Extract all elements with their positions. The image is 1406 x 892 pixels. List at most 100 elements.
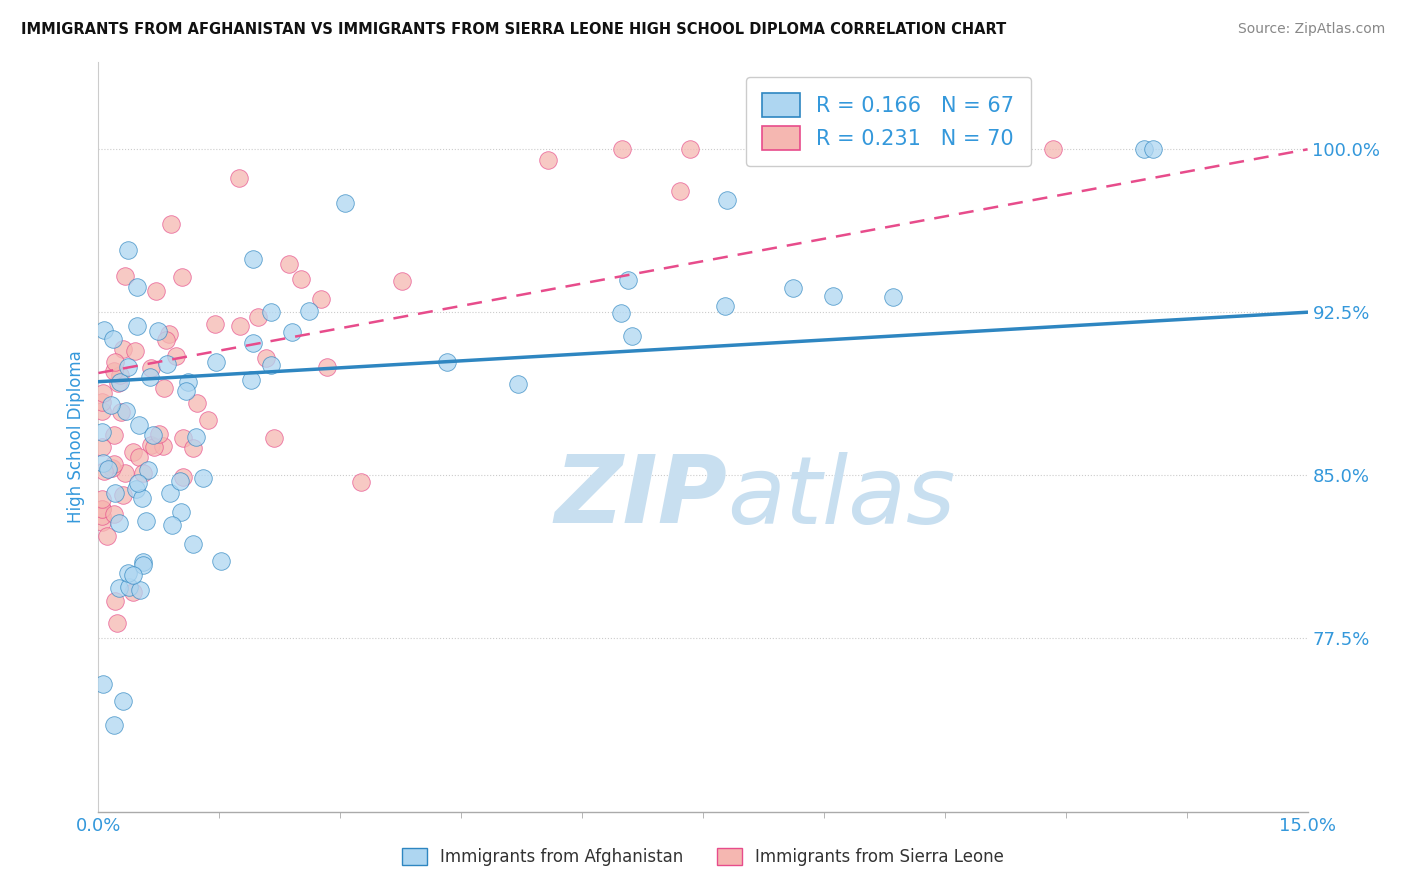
Point [436, 355, 458, 369]
Point [174, 384, 197, 398]
Point [136, 463, 159, 477]
Point [1042, 142, 1064, 156]
Point [118, 580, 141, 594]
Point [108, 516, 131, 530]
Point [612, 142, 634, 156]
Point [91, 425, 114, 439]
Point [240, 373, 263, 387]
Point [537, 153, 560, 167]
Point [668, 184, 690, 198]
Point [160, 517, 183, 532]
Point [110, 405, 132, 419]
Point [297, 303, 319, 318]
Point [91, 395, 114, 409]
Point [100, 398, 122, 412]
Point [617, 272, 640, 286]
Point [91, 385, 114, 400]
Point [128, 450, 150, 464]
Text: atlas: atlas [727, 451, 956, 542]
Point [152, 439, 174, 453]
Point [124, 482, 146, 496]
Point [620, 329, 643, 343]
Point [1142, 142, 1164, 156]
Point [146, 324, 169, 338]
Point [135, 514, 157, 528]
Point [229, 318, 252, 333]
Point [156, 357, 179, 371]
Point [128, 417, 150, 432]
Point [131, 491, 153, 505]
Text: ZIP: ZIP [554, 451, 727, 543]
Point [260, 305, 283, 319]
Legend: Immigrants from Afghanistan, Immigrants from Sierra Leone: Immigrants from Afghanistan, Immigrants … [394, 840, 1012, 875]
Point [228, 171, 250, 186]
Point [141, 438, 163, 452]
Point [894, 142, 917, 156]
Point [204, 317, 226, 331]
Point [1132, 142, 1154, 156]
Point [290, 271, 312, 285]
Point [104, 355, 127, 369]
Point [127, 280, 149, 294]
Point [782, 280, 804, 294]
Point [105, 615, 128, 630]
Point [114, 467, 136, 481]
Text: Source: ZipAtlas.com: Source: ZipAtlas.com [1237, 22, 1385, 37]
Point [776, 142, 799, 156]
Point [333, 196, 356, 211]
Point [157, 326, 180, 341]
Point [391, 274, 413, 288]
Point [103, 364, 125, 378]
Point [103, 332, 125, 346]
Point [184, 430, 207, 444]
Point [716, 193, 738, 207]
Point [679, 142, 702, 156]
Point [172, 469, 194, 483]
Point [138, 369, 160, 384]
Point [122, 584, 145, 599]
Point [91, 508, 114, 523]
Point [114, 268, 136, 283]
Point [112, 342, 135, 356]
Point [117, 359, 139, 374]
Point [111, 488, 134, 502]
Point [204, 354, 226, 368]
Point [159, 217, 181, 231]
Point [350, 475, 373, 490]
Point [882, 290, 904, 304]
Point [143, 441, 166, 455]
Point [159, 486, 181, 500]
Point [506, 376, 529, 391]
Point [91, 677, 114, 691]
Point [110, 375, 132, 389]
Point [177, 376, 200, 390]
Point [915, 142, 938, 156]
Legend: R = 0.166   N = 67, R = 0.231   N = 70: R = 0.166 N = 67, R = 0.231 N = 70 [745, 77, 1031, 167]
Point [148, 427, 170, 442]
Point [127, 475, 149, 490]
Point [209, 554, 232, 568]
Point [193, 471, 215, 485]
Point [197, 413, 219, 427]
Point [132, 558, 155, 573]
Point [172, 431, 194, 445]
Point [103, 428, 125, 442]
Point [103, 718, 125, 732]
Point [169, 474, 191, 488]
Point [117, 566, 139, 580]
Point [821, 289, 844, 303]
Point [91, 491, 114, 506]
Point [260, 359, 283, 373]
Point [165, 349, 187, 363]
Point [139, 361, 162, 376]
Point [117, 243, 139, 257]
Point [129, 583, 152, 598]
Point [91, 502, 114, 516]
Point [256, 351, 278, 365]
Point [97, 462, 120, 476]
Point [91, 403, 114, 417]
Point [132, 555, 155, 569]
Point [181, 441, 204, 455]
Point [311, 292, 333, 306]
Point [281, 325, 304, 339]
